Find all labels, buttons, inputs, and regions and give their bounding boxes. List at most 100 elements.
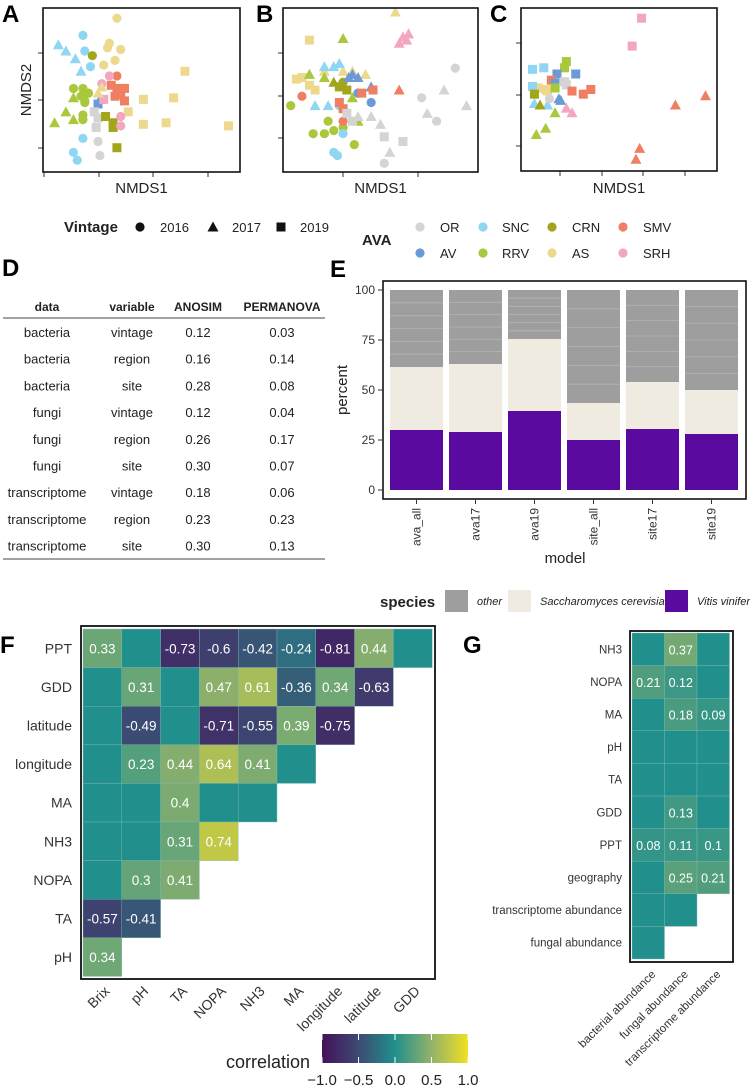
cell-value: 0.39: [283, 719, 309, 734]
point-srh-2017: [566, 107, 578, 118]
x-axis-label: NMDS1: [593, 180, 646, 197]
cell-value: 0.41: [244, 757, 270, 772]
point-rrv-2016: [323, 116, 333, 126]
bar-site17-saccharomyces-cerevisiae: [626, 382, 679, 429]
table-row: fungi region 0.26 0.17: [33, 432, 295, 447]
point-as-2019: [180, 66, 190, 76]
legend-label: 2017: [232, 220, 261, 235]
heatmap-cell: [82, 667, 122, 707]
point-smv-2016: [297, 91, 307, 101]
table-header: ANOSIM: [174, 300, 222, 314]
legend-title: Vintage: [64, 219, 118, 236]
colorbar-tick-label: 0.0: [385, 1072, 406, 1086]
row-label: fungal abundance: [531, 938, 622, 950]
point-rrv-2017: [67, 114, 79, 125]
point-smv-2019: [368, 85, 378, 95]
bar-ava17-saccharomyces-cerevisiae: [449, 364, 502, 432]
point-smv-2019: [567, 86, 577, 96]
point-or-2019: [561, 80, 571, 90]
table-cell: vintage: [111, 325, 153, 340]
plot-border: [520, 7, 718, 172]
x-tick-label: ava17: [469, 508, 483, 541]
table-cell: transcriptome: [8, 485, 87, 500]
legend-label: 2016: [160, 220, 189, 235]
point-as-2019: [533, 83, 543, 93]
row-label: MA: [51, 795, 73, 811]
col-label: pH: [127, 983, 151, 1007]
table-cell: fungi: [33, 459, 61, 474]
point-as-2019: [297, 73, 307, 83]
stats-table: data variable ANOSIM PERMANOVA bacteria vinta…: [3, 300, 325, 560]
row-label: GDD: [41, 679, 72, 695]
heatmap-cell: [199, 744, 239, 784]
point-or-2019: [398, 136, 408, 146]
legend-dot-srh: [618, 248, 628, 258]
legend-label: AS: [572, 246, 590, 261]
point-crn-2019: [342, 85, 352, 95]
heatmap-cell: [664, 763, 698, 797]
heatmap-cell: [121, 744, 161, 784]
heatmap-cell: [664, 893, 698, 927]
panel-label-f: F: [0, 632, 15, 659]
nmds-plot-c: [516, 7, 718, 176]
panel-label-g: G: [463, 632, 482, 659]
point-as-2016: [110, 55, 120, 65]
point-snc-2016: [72, 155, 82, 165]
colorbar-title: correlation: [226, 1052, 310, 1072]
point-snc-2017: [322, 100, 334, 111]
heatmap-cell: [237, 706, 278, 746]
heatmap-cell: [199, 706, 239, 746]
bar-site17-vitis-vinifera: [626, 429, 679, 490]
point-as-2019: [223, 121, 233, 131]
point-or-2019: [342, 108, 352, 118]
point-or-2019: [93, 113, 103, 123]
table-cell: bacteria: [24, 378, 71, 393]
row-label: NH3: [599, 644, 622, 656]
col-label: NOPA: [190, 982, 229, 1021]
table-cell: 0.07: [269, 459, 294, 474]
point-rrv-2016: [83, 88, 94, 98]
heatmap-cell: [631, 763, 665, 797]
point-smv-2017: [634, 142, 646, 153]
point-snc-2017: [328, 61, 340, 72]
point-rrv-2017: [549, 107, 561, 118]
point-or-2016: [432, 116, 442, 126]
legend-dot-snc: [478, 222, 488, 232]
legend-label: 2019: [300, 220, 329, 235]
table-cell: region: [114, 352, 150, 367]
heatmap-cell: [631, 730, 665, 764]
row-label: PPT: [45, 640, 73, 656]
legend-label: SRH: [643, 246, 670, 261]
point-srh-2017: [403, 28, 415, 39]
table-cell: 0.06: [269, 485, 294, 500]
cell-value: 0.61: [244, 680, 270, 695]
cell-value: 0.31: [167, 834, 193, 849]
table-cell: 0.30: [185, 539, 210, 554]
point-crn-2017: [534, 99, 546, 110]
row-label: longitude: [15, 756, 72, 772]
point-or-2017: [461, 100, 473, 111]
point-as-2019: [543, 86, 553, 96]
point-srh-2016: [116, 121, 126, 131]
point-rrv-2019: [550, 83, 560, 93]
table-cell: region: [114, 432, 150, 447]
point-smv-2019: [586, 85, 596, 94]
bar-chart-e: 0 25 50 75 100 ava_all ava17 ava19 site_all site1…: [334, 280, 747, 567]
cell-value: -0.55: [242, 719, 273, 734]
x-tick-label: ava19: [528, 508, 542, 541]
legend-label: Vitis vinifera: [697, 596, 750, 608]
heatmap-cell: [664, 665, 698, 699]
x-axis-label: NMDS1: [115, 180, 168, 197]
heatmap-cell: [664, 828, 698, 862]
point-rrv-2017: [530, 128, 542, 139]
plot-border: [42, 7, 241, 173]
table-row: bacteria vintage 0.12 0.03: [24, 325, 295, 340]
point-smv-2019: [357, 88, 367, 98]
point-smv-2019: [578, 89, 588, 99]
heatmap-cell: [393, 628, 433, 668]
point-crn-2016: [87, 51, 97, 61]
row-label: transcriptome abundance: [492, 905, 622, 917]
heatmap-cell: [696, 665, 730, 699]
cell-value: -0.36: [281, 680, 312, 695]
point-rrv-2017: [60, 106, 72, 117]
